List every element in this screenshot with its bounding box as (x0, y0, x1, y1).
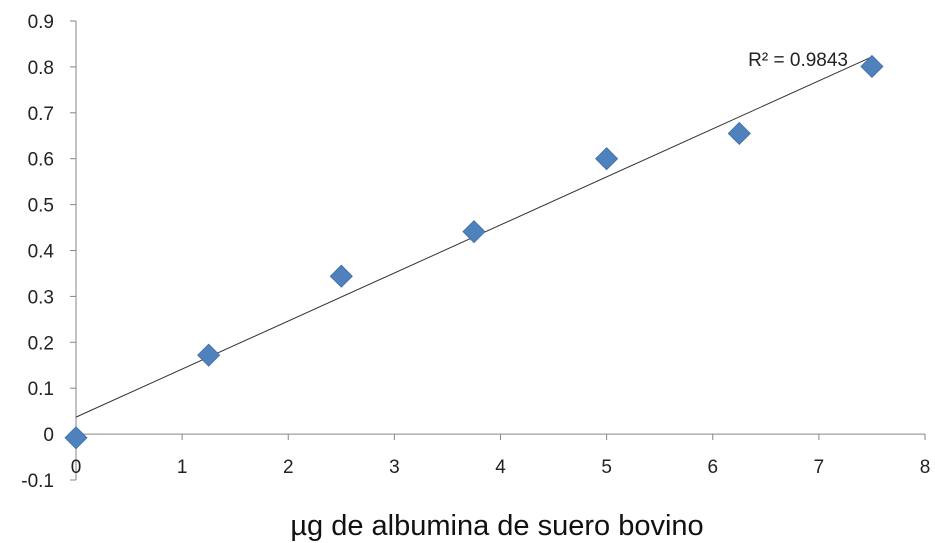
y-tick-label: 0.2 (28, 333, 54, 354)
data-point-diamond (197, 343, 221, 367)
y-tick-label: 0.7 (28, 104, 54, 125)
x-tick-label: 8 (920, 457, 931, 478)
y-tick-label: 0.4 (28, 242, 55, 263)
y-tick-label: 0.5 (28, 196, 54, 217)
data-point-diamond (860, 54, 884, 79)
x-tick-label: 6 (707, 457, 718, 478)
y-tick-label: 0.1 (28, 379, 54, 400)
x-axis-ticks: 0 1 2 3 4 5 6 7 8 (71, 434, 931, 478)
x-tick-label: 7 (814, 457, 825, 478)
x-tick-label: 3 (389, 457, 400, 478)
y-tick-label: 0.3 (28, 287, 54, 308)
x-tick-label: 0 (71, 457, 82, 478)
x-tick-label: 1 (177, 457, 188, 478)
r-squared-label: R² = 0.9843 (748, 50, 848, 71)
y-tick-label: -0.1 (21, 471, 54, 492)
data-point-diamond (727, 121, 751, 146)
axes (75, 21, 925, 480)
x-tick-label: 5 (601, 457, 612, 478)
data-point-diamond (329, 264, 353, 288)
y-tick-label: 0.9 (28, 12, 54, 33)
x-tick-label: 4 (495, 457, 506, 478)
y-axis-ticks: -0.1 0 0.1 0.2 0.3 0.4 0.5 0.6 0.7 0.8 0.9 (21, 12, 76, 492)
y-tick-label: 0 (43, 425, 54, 446)
data-point-diamond (64, 426, 88, 450)
data-points (64, 54, 884, 450)
x-axis-title: µg de albumina de suero bovino (290, 510, 703, 542)
y-tick-label: 0.8 (28, 58, 54, 79)
data-point-diamond (595, 147, 619, 171)
x-tick-label: 2 (283, 457, 294, 478)
y-tick-label: 0.6 (28, 150, 54, 171)
data-point-diamond (462, 220, 486, 244)
